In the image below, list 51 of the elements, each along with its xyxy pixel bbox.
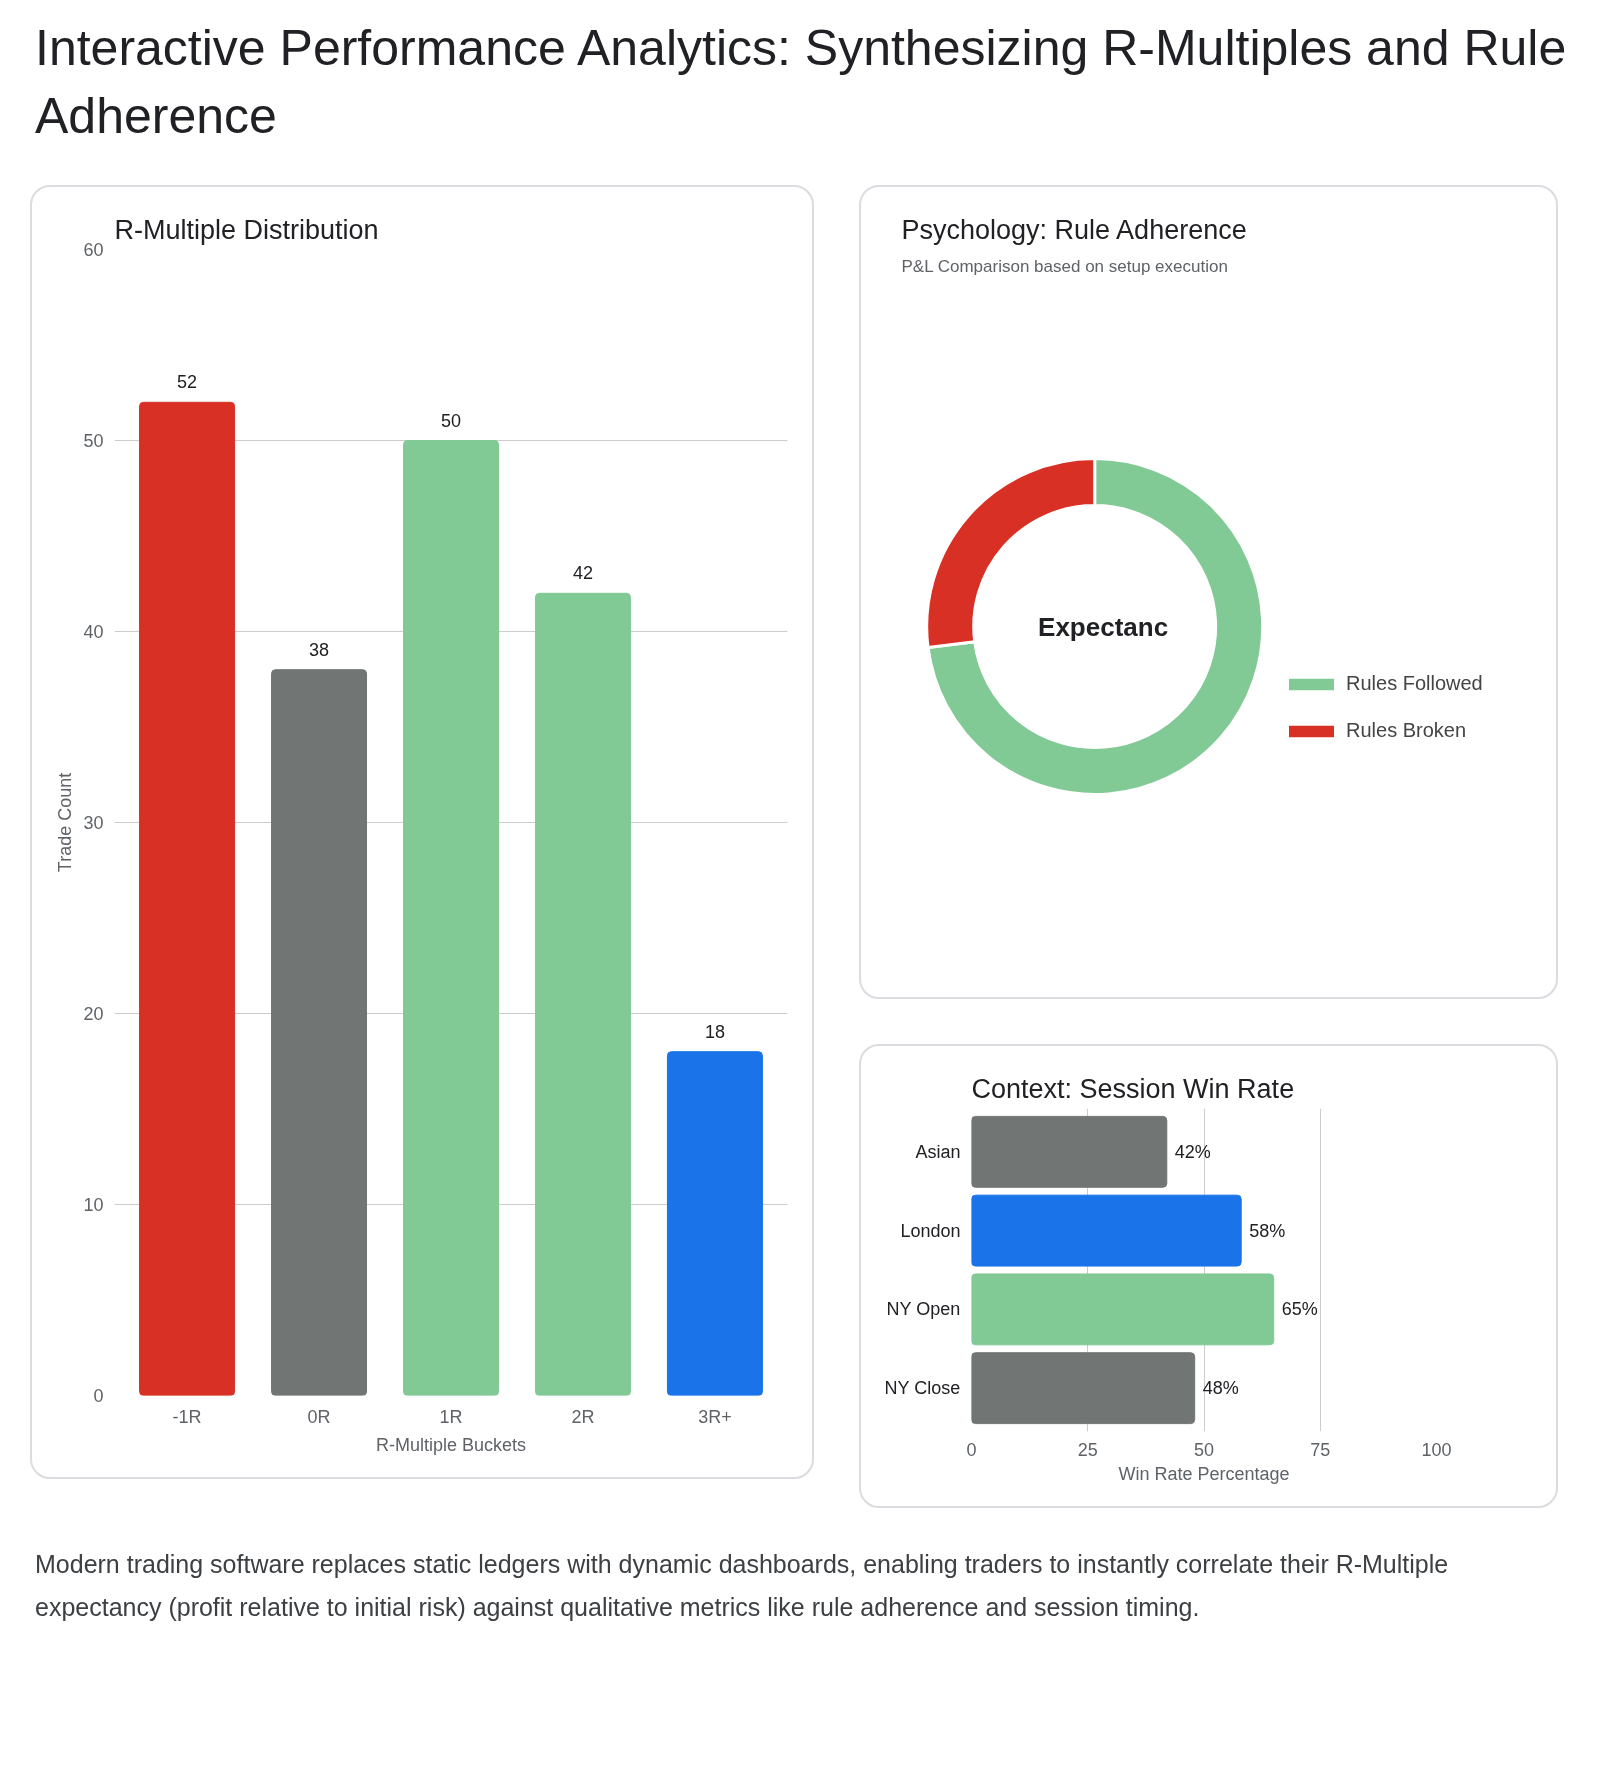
data-label: 18	[704, 1021, 725, 1042]
bar	[971, 1194, 1242, 1267]
legend-label: Rules Followed	[1346, 672, 1483, 695]
y-tick-label: NY Close	[884, 1378, 961, 1399]
bar	[534, 592, 631, 1396]
data-label: 42%	[1174, 1141, 1211, 1162]
y-tick-label: NY Open	[886, 1299, 961, 1320]
x-tick-label: 1R	[439, 1406, 463, 1427]
text: Modern trading software replaces static ledgers with dynamic dashboards, enabling traders to instantly correlate their R-Multiple expectancy (profit relative to initial risk) against qualitative metrics like rule adherence and session timing.	[35, 1549, 1450, 1623]
y-tick-label: 50	[83, 431, 104, 451]
bar	[971, 1273, 1275, 1346]
bar	[402, 440, 500, 1396]
x-tick-label: -1R	[172, 1406, 202, 1427]
x-tick-label: 3R+	[698, 1406, 732, 1427]
bar	[971, 1115, 1168, 1188]
x-tick-label: 25	[1077, 1439, 1098, 1460]
data-label: 42	[572, 563, 593, 584]
y-axis-title: Trade Count	[55, 772, 76, 873]
data-label: 50	[440, 410, 462, 431]
data-label: 65%	[1281, 1299, 1318, 1320]
chart-title: Context: Session Win Rate	[971, 1073, 1295, 1104]
x-tick-label: 2R	[571, 1406, 595, 1427]
bar	[271, 669, 368, 1396]
chart-subtitle: P&L Comparison based on setup execution	[901, 256, 1228, 276]
y-tick-label: London	[900, 1220, 961, 1241]
text: Interactive Performance Analytics: Synthesizing R-Multiples and Rule Adherence	[35, 19, 1568, 146]
x-tick-label: 0R	[307, 1406, 331, 1427]
y-tick-label: 40	[83, 622, 104, 642]
legend-label: Rules Broken	[1346, 719, 1467, 742]
y-tick-label: 0	[93, 1386, 104, 1406]
chart-title: R-Multiple Distribution	[114, 214, 379, 245]
data-label: 52	[177, 372, 198, 393]
text: Expectanc	[1038, 611, 1169, 642]
bar	[666, 1051, 763, 1396]
x-tick-label: 0	[966, 1439, 977, 1460]
data-label: 48%	[1202, 1378, 1239, 1399]
x-axis-title: Win Rate Percentage	[1118, 1463, 1290, 1484]
data-label: 38	[309, 639, 330, 660]
y-tick-label: 20	[83, 1004, 104, 1024]
x-tick-label: 100	[1421, 1439, 1452, 1460]
y-tick-label: 60	[83, 240, 104, 260]
x-axis-title: R-Multiple Buckets	[375, 1434, 527, 1455]
data-label: 58%	[1249, 1220, 1286, 1241]
y-tick-label: 10	[83, 1195, 104, 1215]
y-tick-label: 30	[83, 813, 104, 833]
x-tick-label: 50	[1193, 1439, 1215, 1460]
bar	[971, 1352, 1196, 1425]
chart-title: Psychology: Rule Adherence	[901, 214, 1247, 245]
bar	[139, 401, 236, 1396]
y-tick-label: Asian	[915, 1141, 961, 1162]
x-tick-label: 75	[1310, 1439, 1331, 1460]
